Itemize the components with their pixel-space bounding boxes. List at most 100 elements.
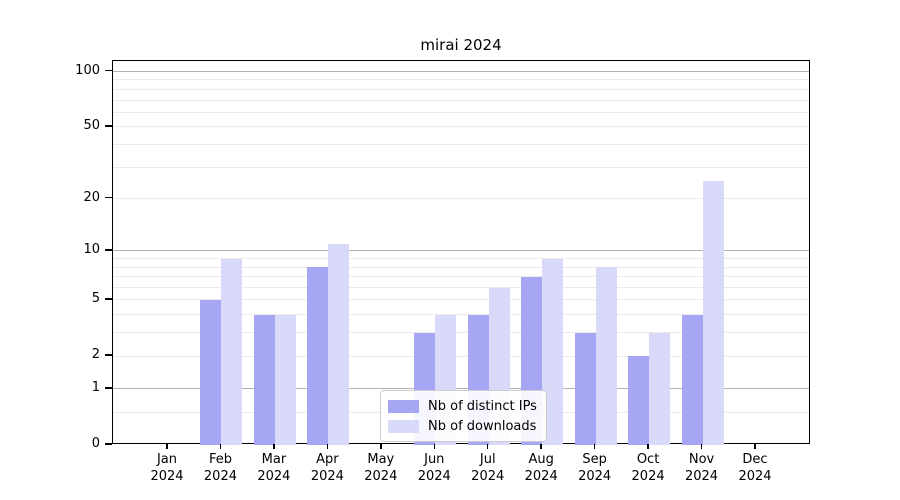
x-tick-label-apr: Apr 2024 [295,451,359,485]
x-tick-year: 2024 [257,469,291,484]
bar-distinct-ips-oct [628,356,650,445]
x-tick-mark [380,444,382,449]
minor-gridline [113,99,809,101]
major-gridline [113,71,809,72]
x-tick-year: 2024 [738,469,772,484]
x-tick-year: 2024 [631,469,665,484]
x-tick-year: 2024 [364,469,398,484]
minor-gridline [113,88,809,90]
x-tick-mark [647,444,649,449]
x-tick-label-dec: Dec 2024 [723,451,787,485]
x-tick-label-aug: Aug 2024 [509,451,573,485]
x-tick-month: Dec [742,452,768,467]
bar-distinct-ips-sep [574,332,596,445]
legend: Nb of distinct IPs Nb of downloads [380,390,547,442]
minor-gridline [113,299,809,301]
y-tick-mark [105,249,112,251]
minor-gridline [113,276,809,278]
x-tick-label-mar: Mar 2024 [242,451,306,485]
x-tick-label-oct: Oct 2024 [616,451,680,485]
legend-row: Nb of distinct IPs [388,396,537,416]
legend-swatch-distinct-ips [388,399,419,413]
x-tick-month: Jan [156,452,178,467]
bar-downloads-oct [649,332,671,445]
x-tick-mark [754,444,756,449]
minor-gridline [113,314,809,316]
y-tick-mark [105,443,112,445]
bar-distinct-ips-nov [681,314,703,445]
y-tick-mark [105,69,112,72]
y-tick-label: 0 [91,436,100,451]
bar-distinct-ips-mar [253,314,275,445]
x-tick-month: Apr [316,452,339,467]
legend-swatch-downloads [388,419,419,433]
x-tick-year: 2024 [310,469,344,484]
legend-label: Nb of distinct IPs [428,398,537,414]
x-tick-month: May [367,452,395,467]
x-tick-label-jul: Jul 2024 [456,451,520,485]
bar-downloads-feb [221,258,243,445]
legend-label: Nb of downloads [428,418,537,434]
x-tick-mark [219,444,222,449]
x-tick-month: Jun [424,452,445,467]
x-tick-mark [486,444,489,449]
y-tick-label: 2 [91,347,100,363]
chart-title: mirai 2024 [420,36,502,54]
x-tick-year: 2024 [203,469,237,484]
major-gridline [113,250,809,252]
minor-gridline [113,79,809,81]
major-gridline [113,388,809,390]
x-tick-month: Mar [261,452,287,467]
x-tick-label-jun: Jun 2024 [402,451,466,485]
x-tick-label-nov: Nov 2024 [670,451,734,485]
x-tick-mark [593,444,596,449]
minor-gridline [113,266,809,268]
minor-gridline [113,111,809,113]
bar-distinct-ips-apr [307,267,329,445]
x-tick-mark [433,444,436,449]
minor-gridline [113,166,809,168]
minor-gridline [113,332,809,334]
x-tick-year: 2024 [150,469,184,484]
x-tick-year: 2024 [417,469,451,484]
y-tick-label: 20 [83,189,100,205]
y-tick-mark [105,354,112,356]
x-tick-month: Aug [528,452,554,467]
x-tick-label-feb: Feb 2024 [188,451,252,485]
y-tick-mark [105,196,112,199]
y-tick-label: 100 [75,62,100,78]
bar-downloads-aug [542,258,564,445]
bar-downloads-mar [274,314,296,445]
y-tick-mark [105,387,112,389]
x-tick-label-jan: Jan 2024 [135,451,199,485]
legend-row: Nb of downloads [388,416,537,436]
y-tick-mark [105,298,112,300]
plot-area [112,60,810,445]
x-tick-mark [166,444,168,449]
x-tick-month: Feb [208,452,232,467]
y-tick-label: 5 [91,290,100,306]
bar-downloads-nov [702,181,724,445]
x-tick-label-may: May 2024 [349,451,413,485]
y-tick-label: 10 [83,241,100,257]
bar-distinct-ips-feb [200,299,222,445]
x-tick-month: Nov [688,452,715,467]
minor-gridline [113,258,809,260]
x-tick-month: Oct [636,452,660,467]
x-tick-year: 2024 [578,469,612,484]
x-tick-mark [700,444,703,449]
x-tick-month: Sep [582,452,607,467]
minor-gridline [113,355,809,357]
bar-downloads-apr [328,243,350,445]
minor-gridline [113,143,809,145]
minor-gridline [113,287,809,289]
x-tick-mark [540,444,542,449]
y-tick-mark [105,125,112,127]
x-tick-month: Jul [479,452,496,467]
bar-downloads-sep [595,267,617,445]
minor-gridline [113,198,809,200]
x-tick-mark [273,444,275,449]
minor-gridline [113,126,809,128]
y-tick-label: 1 [91,379,100,395]
